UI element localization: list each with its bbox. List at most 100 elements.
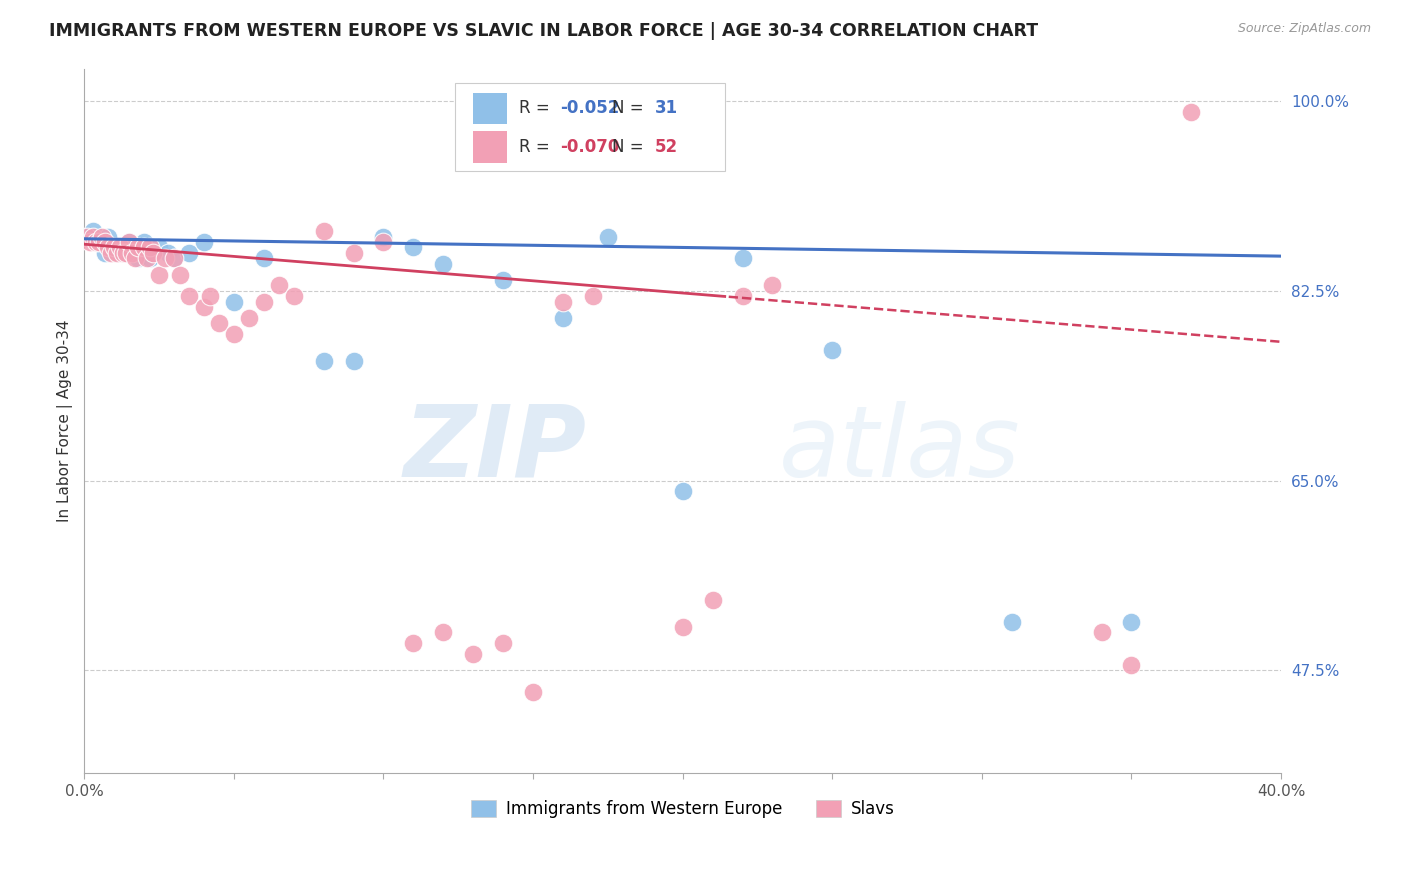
Point [492,636,515,650]
Point [312,224,335,238]
Point [124,252,146,266]
Point [672,484,695,499]
Point [91,229,114,244]
Point [821,343,844,358]
Point [1121,657,1143,672]
Point [127,240,149,254]
Point [1001,615,1024,629]
Text: -0.052: -0.052 [561,99,620,118]
Text: N =: N = [612,99,650,118]
Point [153,252,176,266]
Text: R =: R = [519,99,555,118]
Legend: Immigrants from Western Europe, Slavs: Immigrants from Western Europe, Slavs [464,794,901,825]
Point [731,289,754,303]
Point [89,235,111,249]
Point [551,310,574,325]
Point [103,240,125,254]
Text: IMMIGRANTS FROM WESTERN EUROPE VS SLAVIC IN LABOR FORCE | AGE 30-34 CORRELATION : IMMIGRANTS FROM WESTERN EUROPE VS SLAVIC… [49,22,1039,40]
Point [1121,615,1143,629]
Point [312,354,335,368]
Point [253,252,276,266]
Point [100,245,122,260]
Point [82,224,104,238]
Point [253,294,276,309]
Point [731,252,754,266]
Text: atlas: atlas [779,401,1021,498]
Point [582,289,605,303]
Point [267,278,290,293]
Point [103,240,125,254]
Text: -0.070: -0.070 [561,138,620,156]
Point [94,235,117,249]
Point [108,245,131,260]
Text: Source: ZipAtlas.com: Source: ZipAtlas.com [1237,22,1371,36]
Text: ZIP: ZIP [404,401,586,498]
Point [373,229,395,244]
Point [118,235,141,249]
Point [163,252,186,266]
Point [198,289,221,303]
Point [148,268,170,282]
Y-axis label: In Labor Force | Age 30-34: In Labor Force | Age 30-34 [58,319,73,522]
Point [163,252,186,266]
Point [402,636,425,650]
Point [463,647,485,661]
Point [157,245,180,260]
Point [76,229,98,244]
Point [193,300,215,314]
Point [139,240,162,254]
Point [373,235,395,249]
Point [121,245,143,260]
Point [522,685,544,699]
Text: 52: 52 [655,138,678,156]
Point [97,240,120,254]
Text: 31: 31 [655,99,678,118]
Point [672,620,695,634]
Point [134,240,156,254]
Point [84,235,107,249]
Point [283,289,305,303]
FancyBboxPatch shape [474,93,506,124]
Point [79,235,101,249]
Point [193,235,215,249]
Point [118,235,141,249]
Point [177,245,200,260]
Point [177,289,200,303]
Point [432,257,454,271]
Point [761,278,783,293]
Point [222,294,245,309]
Point [492,273,515,287]
Point [402,240,425,254]
Point [136,252,159,266]
FancyBboxPatch shape [474,131,506,163]
Point [108,240,131,254]
Point [222,327,245,342]
Point [105,245,128,260]
Point [89,235,111,249]
Point [139,252,162,266]
Point [76,229,98,244]
Point [134,235,156,249]
Point [596,229,619,244]
Point [82,229,104,244]
Point [208,317,231,331]
Point [115,245,138,260]
Point [142,245,165,260]
Text: N =: N = [612,138,650,156]
FancyBboxPatch shape [456,83,724,170]
Point [169,268,191,282]
Point [148,240,170,254]
Point [1180,104,1202,119]
Text: R =: R = [519,138,555,156]
Point [432,625,454,640]
Point [342,245,364,260]
Point [238,310,260,325]
Point [97,229,120,244]
Point [112,245,135,260]
Point [702,593,724,607]
Point [551,294,574,309]
Point [342,354,364,368]
Point [1090,625,1112,640]
Point [127,252,149,266]
Point [94,245,117,260]
